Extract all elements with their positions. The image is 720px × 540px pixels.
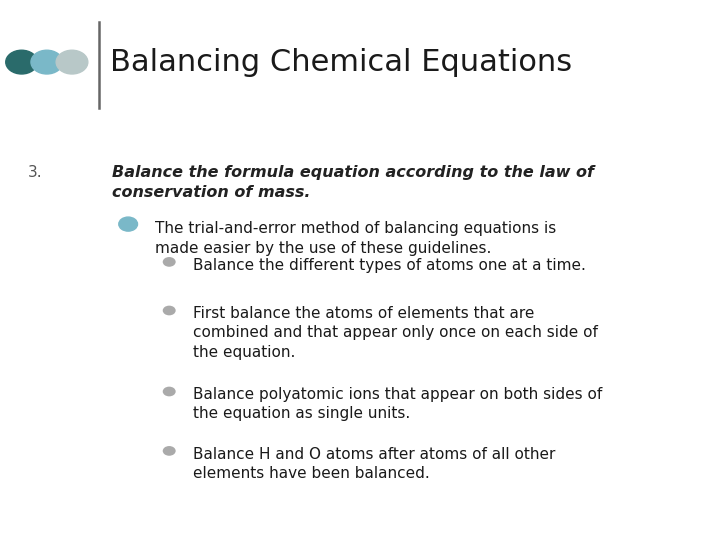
Circle shape bbox=[31, 50, 63, 74]
Circle shape bbox=[56, 50, 88, 74]
Text: Balance the different types of atoms one at a time.: Balance the different types of atoms one… bbox=[193, 258, 586, 273]
Circle shape bbox=[163, 257, 176, 267]
Circle shape bbox=[6, 50, 37, 74]
Text: 3.: 3. bbox=[27, 165, 42, 180]
Text: The trial-and-error method of balancing equations is
made easier by the use of t: The trial-and-error method of balancing … bbox=[155, 221, 556, 256]
Circle shape bbox=[163, 387, 176, 396]
Circle shape bbox=[163, 446, 176, 456]
Text: First balance the atoms of elements that are
combined and that appear only once : First balance the atoms of elements that… bbox=[193, 306, 598, 360]
Text: Balance the formula equation according to the law of
conservation of mass.: Balance the formula equation according t… bbox=[112, 165, 593, 199]
Circle shape bbox=[163, 306, 176, 315]
Text: Balance polyatomic ions that appear on both sides of
the equation as single unit: Balance polyatomic ions that appear on b… bbox=[193, 387, 602, 421]
Text: Balance H and O atoms after atoms of all other
elements have been balanced.: Balance H and O atoms after atoms of all… bbox=[193, 447, 555, 481]
Text: Balancing Chemical Equations: Balancing Chemical Equations bbox=[110, 48, 572, 77]
Circle shape bbox=[119, 217, 138, 231]
